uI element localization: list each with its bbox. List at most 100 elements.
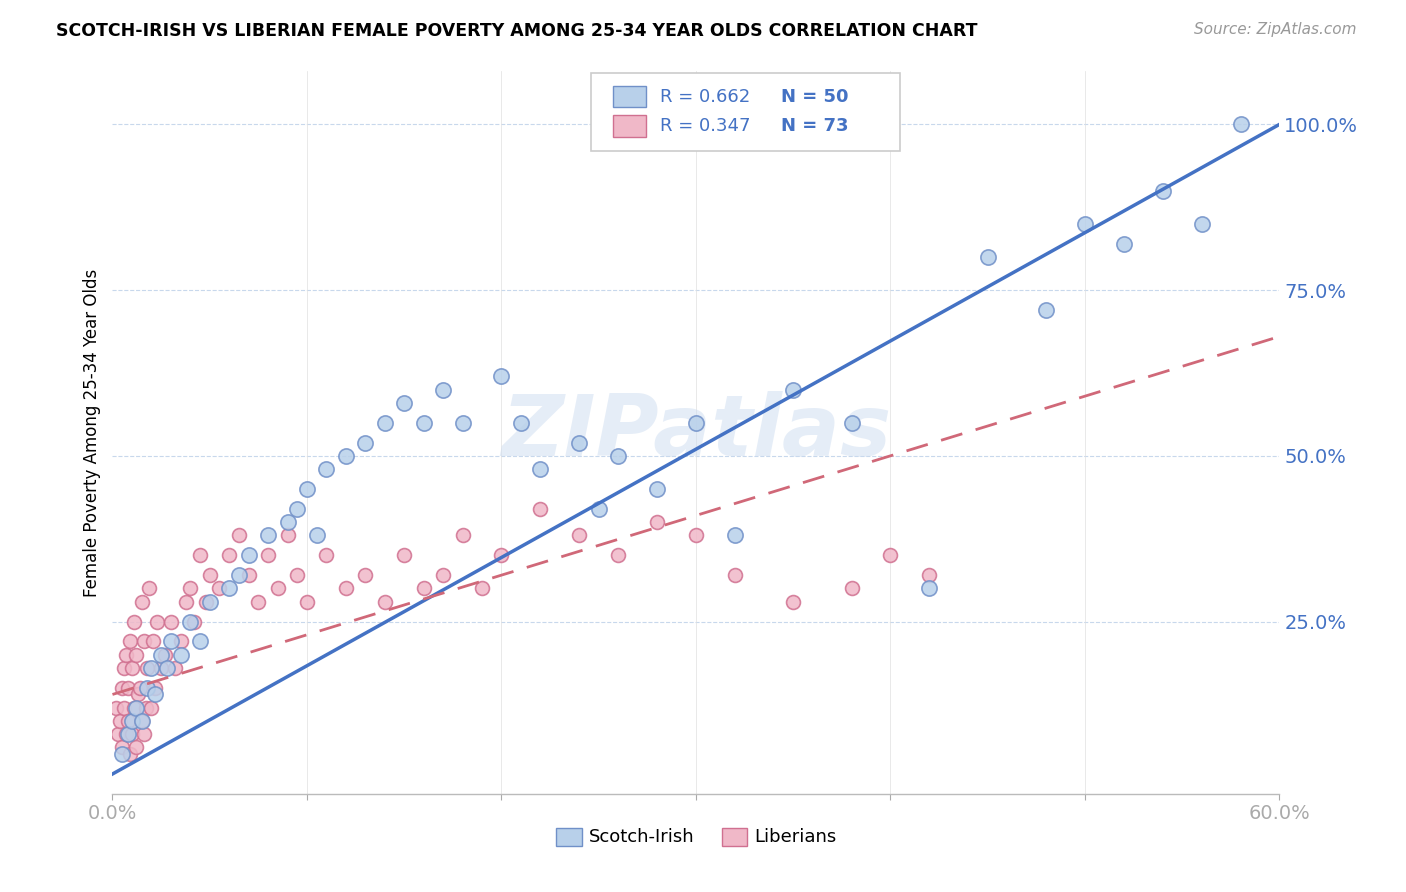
Point	[335, 582, 357, 596]
Point	[218, 548, 240, 562]
Point	[132, 727, 155, 741]
Bar	[721, 828, 748, 846]
Point	[143, 681, 166, 695]
Point	[125, 740, 148, 755]
Point	[183, 615, 205, 629]
Point	[118, 634, 141, 648]
Point	[122, 700, 145, 714]
Point	[112, 700, 135, 714]
Bar	[613, 115, 645, 137]
Bar	[555, 828, 582, 846]
Point	[112, 661, 135, 675]
Point	[645, 482, 668, 496]
Point	[169, 648, 191, 662]
Text: N = 73: N = 73	[782, 117, 849, 136]
Point	[315, 548, 337, 562]
Point	[111, 747, 134, 761]
Point	[568, 435, 591, 450]
Point	[105, 700, 128, 714]
Point	[111, 681, 134, 695]
Point	[509, 416, 531, 430]
Point	[491, 548, 513, 562]
Point	[150, 648, 173, 662]
Point	[143, 688, 166, 702]
Y-axis label: Female Poverty Among 25-34 Year Olds: Female Poverty Among 25-34 Year Olds	[83, 268, 101, 597]
Point	[208, 582, 231, 596]
Point	[198, 568, 221, 582]
Point	[394, 548, 416, 562]
Point	[115, 648, 138, 662]
Text: N = 50: N = 50	[782, 87, 849, 105]
Point	[374, 416, 396, 430]
Point	[782, 383, 804, 397]
Point	[918, 582, 941, 596]
Text: SCOTCH-IRISH VS LIBERIAN FEMALE POVERTY AMONG 25-34 YEAR OLDS CORRELATION CHART: SCOTCH-IRISH VS LIBERIAN FEMALE POVERTY …	[56, 22, 977, 40]
Point	[412, 416, 434, 430]
Point	[228, 568, 250, 582]
Point	[841, 582, 863, 596]
Point	[163, 661, 186, 675]
Point	[176, 594, 198, 608]
Point	[121, 714, 143, 728]
Text: ZIPatlas: ZIPatlas	[501, 391, 891, 475]
Point	[153, 648, 176, 662]
Point	[267, 582, 290, 596]
Point	[122, 615, 145, 629]
Point	[412, 582, 434, 596]
Point	[976, 250, 998, 264]
Point	[588, 501, 610, 516]
Point	[188, 634, 211, 648]
Point	[136, 661, 159, 675]
Point	[238, 548, 260, 562]
Point	[160, 634, 183, 648]
Point	[142, 634, 165, 648]
Point	[117, 714, 139, 728]
FancyBboxPatch shape	[591, 73, 900, 151]
Point	[1074, 217, 1097, 231]
Point	[685, 528, 707, 542]
Point	[127, 688, 149, 702]
Point	[354, 568, 377, 582]
Point	[782, 594, 804, 608]
Point	[257, 528, 280, 542]
Point	[247, 594, 270, 608]
Point	[141, 700, 163, 714]
Point	[432, 383, 454, 397]
Point	[335, 449, 357, 463]
Point	[136, 681, 159, 695]
Point	[115, 727, 138, 741]
Point	[645, 515, 668, 529]
Point	[118, 747, 141, 761]
Point	[568, 528, 591, 542]
Text: R = 0.662: R = 0.662	[659, 87, 749, 105]
Point	[432, 568, 454, 582]
Point	[228, 528, 250, 542]
Point	[131, 714, 153, 728]
Point	[238, 568, 260, 582]
Point	[724, 528, 747, 542]
Text: Source: ZipAtlas.com: Source: ZipAtlas.com	[1194, 22, 1357, 37]
Point	[169, 634, 191, 648]
Point	[879, 548, 901, 562]
Point	[471, 582, 494, 596]
Point	[394, 396, 416, 410]
Point	[146, 615, 169, 629]
Point	[160, 615, 183, 629]
Point	[111, 740, 134, 755]
Point	[150, 661, 173, 675]
Text: R = 0.347: R = 0.347	[659, 117, 751, 136]
Point	[315, 462, 337, 476]
Point	[1152, 184, 1174, 198]
Point	[257, 548, 280, 562]
Point	[218, 582, 240, 596]
Point	[374, 594, 396, 608]
Point	[451, 528, 474, 542]
Point	[295, 594, 318, 608]
Point	[107, 727, 129, 741]
Point	[194, 594, 217, 608]
Point	[1191, 217, 1213, 231]
Point	[1112, 236, 1135, 251]
Text: Liberians: Liberians	[755, 829, 837, 847]
Point	[121, 661, 143, 675]
Point	[117, 681, 139, 695]
